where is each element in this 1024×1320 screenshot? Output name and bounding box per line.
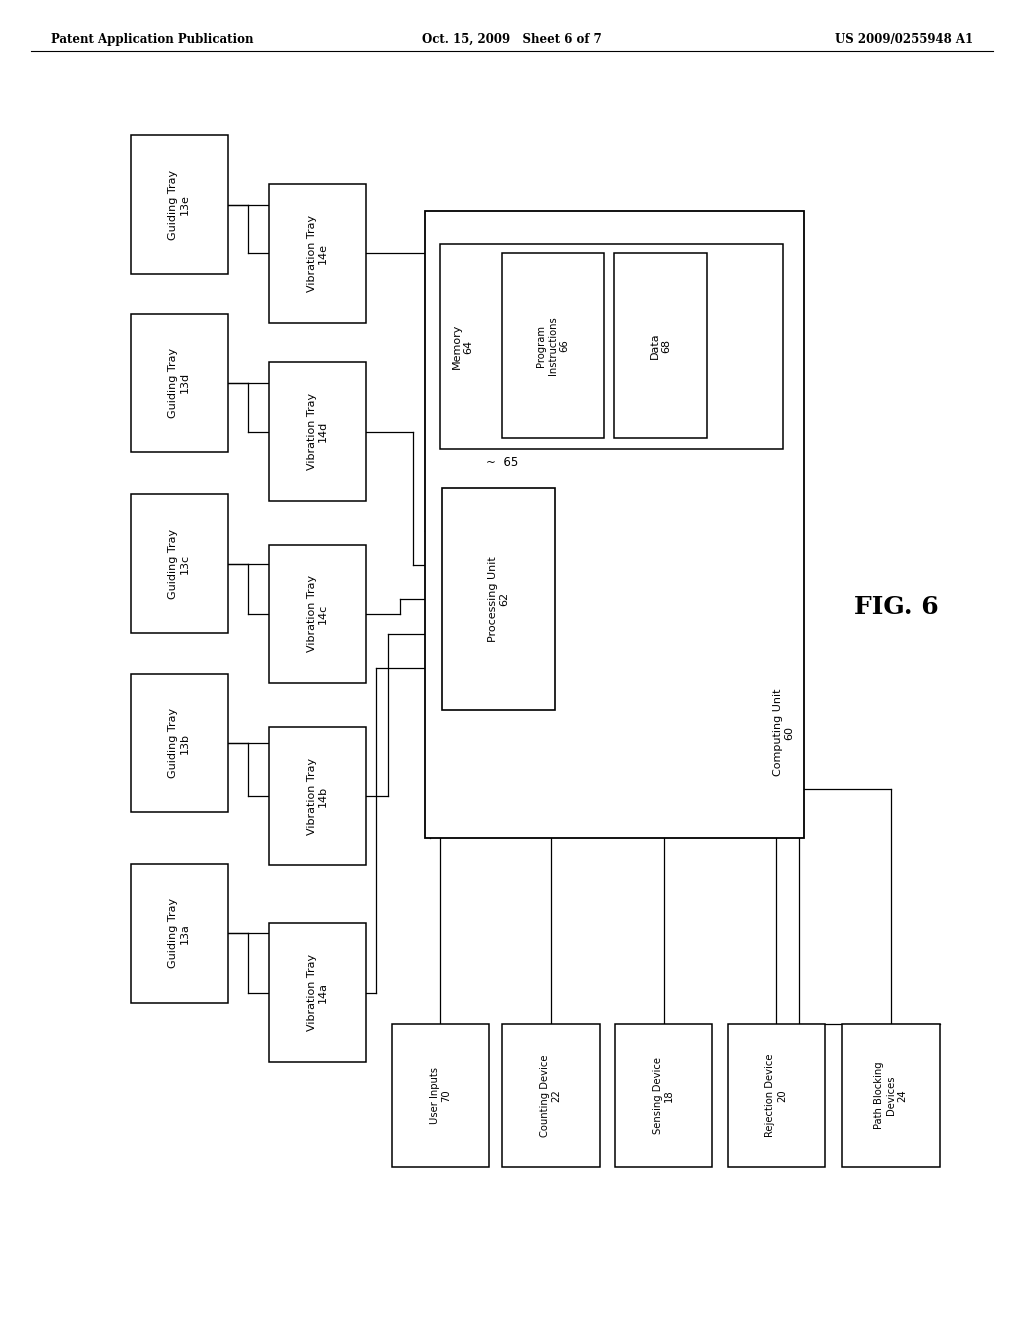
Bar [727, 1024, 825, 1167]
Text: Vibration Tray
14a: Vibration Tray 14a [306, 954, 329, 1031]
Text: Guiding Tray
13e: Guiding Tray 13e [168, 169, 190, 240]
Bar [425, 211, 804, 838]
Text: Guiding Tray
13d: Guiding Tray 13d [168, 347, 190, 418]
Text: Processing Unit
62: Processing Unit 62 [487, 557, 510, 642]
Bar [268, 183, 367, 322]
Text: Guiding Tray
13c: Guiding Tray 13c [168, 528, 190, 599]
Bar [614, 1024, 713, 1167]
Text: US 2009/0255948 A1: US 2009/0255948 A1 [835, 33, 973, 46]
Bar [503, 1024, 600, 1167]
Text: Oct. 15, 2009   Sheet 6 of 7: Oct. 15, 2009 Sheet 6 of 7 [422, 33, 602, 46]
Text: Data
68: Data 68 [649, 333, 672, 359]
Text: Vibration Tray
14b: Vibration Tray 14b [306, 758, 329, 834]
Bar [268, 544, 367, 682]
Text: Rejection Device
20: Rejection Device 20 [765, 1053, 787, 1138]
Bar [268, 362, 367, 500]
Text: Guiding Tray
13b: Guiding Tray 13b [168, 708, 190, 779]
Bar [131, 136, 227, 275]
Text: Vibration Tray
14c: Vibration Tray 14c [306, 576, 329, 652]
Text: Memory
64: Memory 64 [452, 323, 474, 370]
Text: FIG. 6: FIG. 6 [854, 595, 938, 619]
Bar [131, 673, 227, 812]
Bar [842, 1024, 940, 1167]
Text: Computing Unit
60: Computing Unit 60 [772, 689, 795, 776]
Text: Vibration Tray
14e: Vibration Tray 14e [306, 215, 329, 292]
Text: ~  65: ~ 65 [486, 455, 518, 469]
Bar [131, 314, 227, 451]
Bar [440, 244, 783, 449]
Text: Sensing Device
18: Sensing Device 18 [652, 1057, 675, 1134]
Text: Program
Instructions
66: Program Instructions 66 [537, 317, 569, 375]
Text: Vibration Tray
14d: Vibration Tray 14d [306, 393, 329, 470]
Bar [268, 924, 367, 1061]
Bar [391, 1024, 489, 1167]
Bar [442, 488, 555, 710]
Text: Guiding Tray
13a: Guiding Tray 13a [168, 898, 190, 969]
Text: Counting Device
22: Counting Device 22 [540, 1055, 562, 1137]
Text: Path Blocking
Devices
24: Path Blocking Devices 24 [874, 1061, 907, 1130]
Bar [502, 253, 604, 438]
Bar [614, 253, 707, 438]
Bar [131, 495, 227, 634]
Bar [131, 865, 227, 1003]
Text: Patent Application Publication: Patent Application Publication [51, 33, 254, 46]
Text: User Inputs
70: User Inputs 70 [429, 1067, 452, 1125]
Bar [268, 726, 367, 866]
